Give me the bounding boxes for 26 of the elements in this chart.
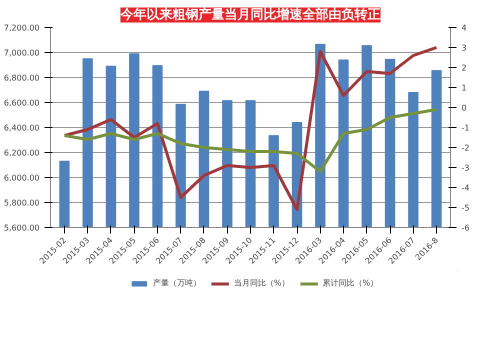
y-tick-label: 6,800.00 (4, 74, 40, 82)
y2-tick-label: -1 (462, 124, 470, 132)
y2-tick-label: -6 (462, 224, 470, 232)
legend-label: 累计同比（%） (322, 278, 378, 288)
y-tick-label: 5,800.00 (4, 198, 40, 208)
chart-title: 今年以来粗钢产量当月同比增速全部由负转正 (120, 6, 380, 22)
y-tick-label: 6,600.00 (4, 98, 40, 108)
y2-tick-label: -5 (462, 204, 470, 212)
y-tick-label: 7,000.00 (4, 48, 40, 58)
y-tick-label: 5,600.00 (4, 224, 40, 232)
y2-tick-label: 4 (462, 24, 467, 32)
y-tick-label: 6,400.00 (4, 124, 40, 132)
y-tick-label: 7,200.00 (4, 24, 40, 32)
y-tick-label: 6,200.00 (4, 148, 40, 158)
y2-tick-label: -3 (462, 164, 470, 172)
legend-label: 当月同比（%） (234, 278, 290, 288)
legend-label: 产量（万吨） (152, 278, 201, 288)
y2-tick-label: 3 (462, 44, 467, 52)
y2-tick-label: 2 (462, 64, 467, 72)
y2-tick-label: -2 (462, 144, 470, 152)
line-series (62, 108, 438, 173)
y2-tick-label: 0 (462, 104, 467, 112)
y-tick-label: 6,000.00 (4, 174, 40, 182)
y2-tick-label: 1 (462, 84, 467, 92)
line-series (62, 46, 438, 211)
y2-tick-label: -4 (462, 184, 470, 192)
